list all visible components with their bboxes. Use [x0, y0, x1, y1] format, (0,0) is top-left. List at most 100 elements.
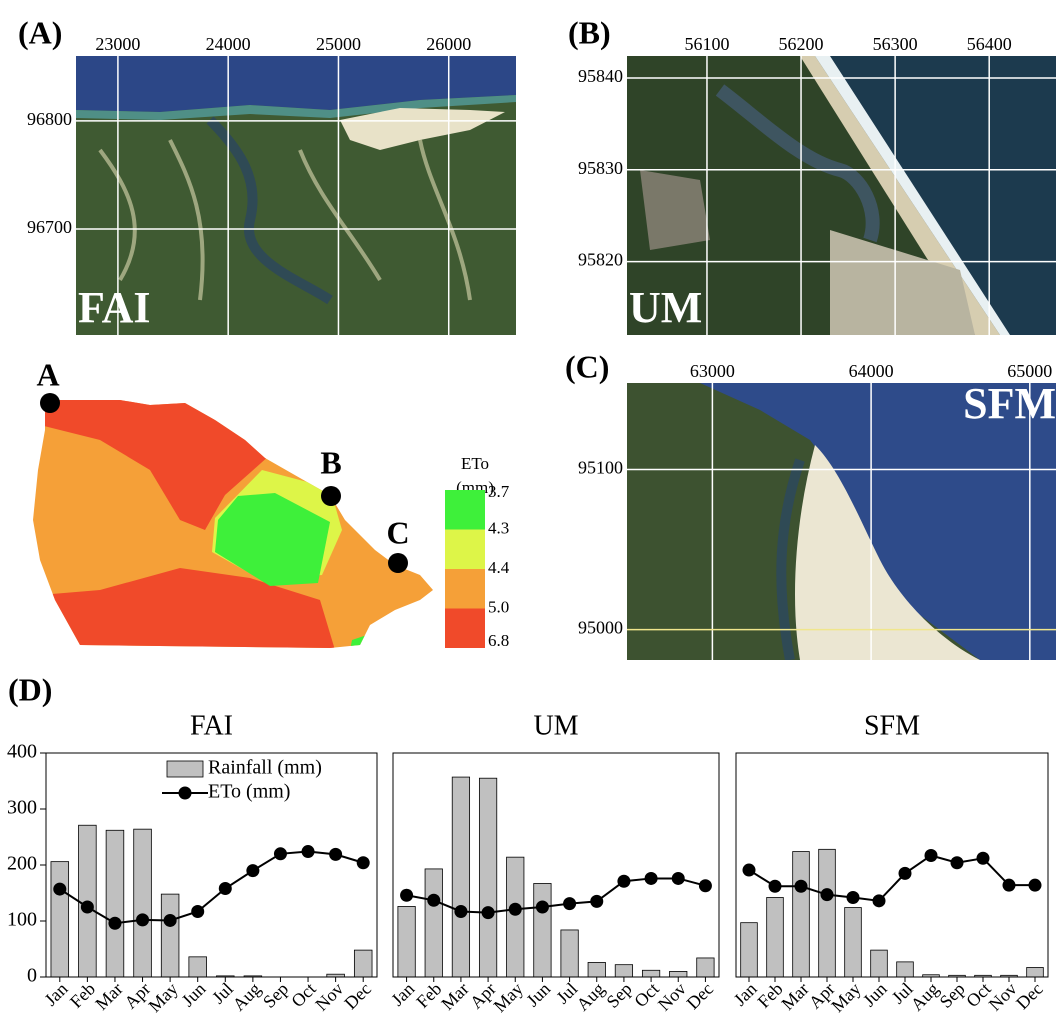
- point: [509, 903, 522, 916]
- x-tick-label: Jan: [40, 979, 71, 1010]
- panel-label: (D): [8, 671, 52, 707]
- legend-swatch: [167, 761, 203, 777]
- panel-label: (C): [565, 348, 609, 384]
- map-x-tick-label: 25000: [316, 34, 361, 54]
- point: [81, 901, 94, 914]
- site-point-label: A: [36, 356, 59, 392]
- map-x-tick-label: 63000: [690, 361, 735, 381]
- point: [191, 905, 204, 918]
- point: [821, 888, 834, 901]
- bar: [398, 906, 415, 977]
- point: [795, 880, 808, 893]
- legend-label: ETo (mm): [208, 781, 290, 803]
- line: [407, 878, 706, 912]
- x-tick-label: Oct: [630, 979, 663, 1012]
- x-tick-label: May: [490, 979, 527, 1016]
- bar: [106, 830, 124, 977]
- legend-break-label: 4.3: [488, 518, 509, 537]
- town: [640, 170, 710, 250]
- point: [246, 864, 259, 877]
- chart-title: FAI: [190, 710, 233, 741]
- bar: [588, 962, 605, 977]
- x-tick-label: Feb: [66, 979, 99, 1012]
- map-y-tick-label: 95100: [578, 458, 623, 478]
- y-tick-label: 200: [7, 853, 37, 875]
- point: [1003, 879, 1016, 892]
- bar: [479, 778, 496, 977]
- point: [769, 880, 782, 893]
- bar: [670, 971, 687, 977]
- point: [329, 848, 342, 861]
- bar: [561, 930, 578, 977]
- point: [357, 856, 370, 869]
- bar: [741, 923, 758, 977]
- map-x-tick-label: 56300: [873, 34, 918, 54]
- legend-swatch: [445, 530, 485, 570]
- legend-break-label: 4.4: [488, 558, 510, 577]
- map-x-tick-label: 56400: [967, 34, 1012, 54]
- x-tick-label: Sep: [259, 979, 292, 1012]
- map-x-tick-label: 56100: [684, 34, 729, 54]
- map-y-tick-label: 96800: [27, 109, 72, 129]
- x-tick-label: Jun: [859, 979, 891, 1011]
- point: [274, 847, 287, 860]
- figure: (A)230002400025000260009680096700FAI(B)5…: [0, 0, 1056, 1031]
- legend-swatch: [445, 569, 485, 609]
- point: [1029, 879, 1042, 892]
- x-tick-label: Dec: [683, 979, 718, 1014]
- bar: [51, 862, 69, 977]
- point: [873, 894, 886, 907]
- x-tick-label: Dec: [340, 979, 375, 1014]
- bar: [697, 958, 714, 977]
- point: [400, 889, 413, 902]
- bar: [642, 970, 659, 977]
- bar: [134, 829, 152, 977]
- site-point: [40, 393, 60, 413]
- bar: [354, 950, 372, 977]
- y-tick-label: 100: [7, 909, 37, 931]
- panel-label: (A): [18, 14, 62, 50]
- point: [53, 883, 66, 896]
- point: [743, 864, 756, 877]
- map-y-tick-label: 95830: [578, 158, 623, 178]
- point: [536, 901, 549, 914]
- y-tick-label: 400: [7, 741, 37, 763]
- chart-title: SFM: [864, 710, 920, 741]
- legend-label: Rainfall (mm): [208, 757, 322, 779]
- legend-marker: [179, 787, 192, 800]
- bar: [452, 777, 469, 977]
- page: { "panels": [ {"label": "(A)", "site": "…: [0, 0, 1056, 1031]
- map-y-tick-label: 95840: [578, 66, 623, 86]
- point: [617, 875, 630, 888]
- bar: [871, 950, 888, 977]
- site-label: UM: [629, 283, 702, 332]
- legend-break-label: 3.7: [488, 482, 510, 501]
- map-x-tick-label: 26000: [426, 34, 471, 54]
- site-point: [388, 553, 408, 573]
- bar: [1027, 967, 1044, 977]
- site-label: SFM: [963, 379, 1056, 428]
- point: [164, 914, 177, 927]
- line: [749, 855, 1035, 900]
- bar: [767, 897, 784, 977]
- point: [482, 906, 495, 919]
- legend-swatch: [445, 609, 485, 649]
- legend-title: ETo: [461, 454, 489, 473]
- legend-swatch: [445, 490, 485, 530]
- panel-label: (B): [568, 14, 611, 50]
- site-point: [321, 486, 341, 506]
- bar: [425, 869, 442, 977]
- x-tick-label: Jun: [522, 979, 554, 1011]
- bar: [897, 962, 914, 977]
- map-y-tick-label: 95000: [578, 618, 623, 638]
- x-tick-label: Dec: [1012, 979, 1047, 1014]
- bar: [534, 883, 551, 977]
- point: [977, 852, 990, 865]
- eto-map: [30, 395, 440, 655]
- point: [136, 913, 149, 926]
- legend-break-label: 5.0: [488, 597, 509, 616]
- map-x-tick-label: 56200: [779, 34, 824, 54]
- x-tick-label: Sep: [602, 979, 635, 1012]
- point: [108, 917, 121, 930]
- map-y-tick-label: 96700: [27, 217, 72, 237]
